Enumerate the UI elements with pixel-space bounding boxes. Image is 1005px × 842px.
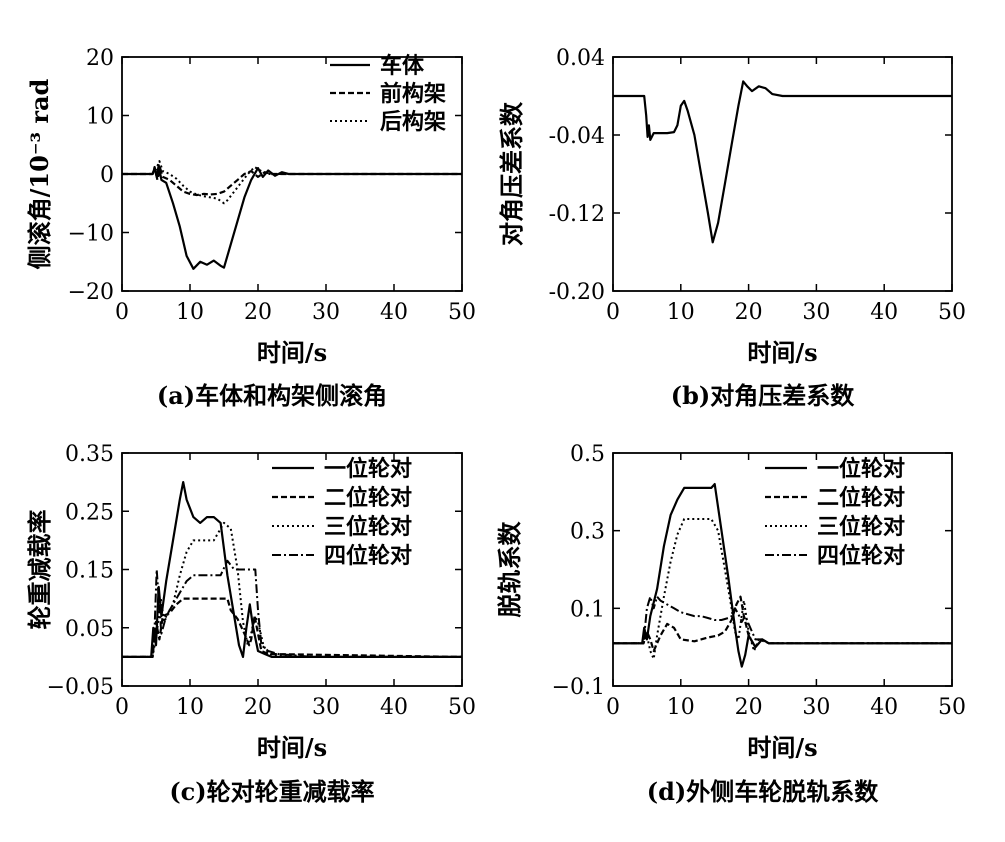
x-tick-label: 10 [176,695,204,720]
x-tick-label: 30 [312,695,340,720]
y-tick-label: -0.20 [549,280,605,305]
plot-frame [612,56,953,292]
y-axis-label: 轮重减载率 [25,510,54,630]
x-axis-label: 时间/s [257,733,327,762]
y-tick-label: 0.1 [570,597,605,622]
legend-label: 前构架 [380,81,446,107]
legend-label: 四位轮对 [324,543,412,569]
x-tick-label: 0 [115,695,129,720]
series-line-2 [122,160,462,205]
chart-panel-2: 0 10 20 30 40 50 −0.05 0.05 0.15 0.25 0.35 一位轮对二位轮对… [25,442,476,806]
plot-frame [612,452,953,687]
x-tick-label: 20 [244,695,272,720]
series-line-0 [613,483,952,668]
x-tick-label: 40 [380,300,408,325]
x-tick-label: 0 [606,300,620,325]
x-tick-label: 40 [870,695,898,720]
y-tick-label: 0.25 [65,500,114,525]
legend-label: 一位轮对 [324,456,412,482]
x-tick-label: 30 [312,300,340,325]
legend-label: 三位轮对 [817,514,905,540]
legend-label: 二位轮对 [324,485,412,511]
x-tick-label: 50 [938,300,966,325]
x-tick-label: 10 [176,300,204,325]
x-tick-label: 50 [448,300,476,325]
x-tick-label: 10 [667,300,695,325]
legend-label: 二位轮对 [817,485,905,511]
y-tick-label: 0.35 [65,442,114,467]
x-tick-label: 40 [870,300,898,325]
legend-label: 后构架 [380,109,446,135]
series-line-0 [613,80,952,244]
legend-label: 车体 [380,53,425,79]
panel-caption: (c)轮对轮重减载率 [169,777,374,806]
x-axis-label: 时间/s [257,338,327,367]
y-tick-label: 10 [86,105,114,130]
y-tick-label: 0.15 [65,559,114,584]
series-line-2 [613,518,952,660]
y-tick-label: −20 [68,280,114,305]
x-tick-label: 0 [115,300,129,325]
series-line-1 [122,165,462,197]
panel-caption: (b)对角压差系数 [671,381,855,410]
series-line-3 [613,595,952,645]
x-tick-label: 30 [802,695,830,720]
x-tick-label: 50 [938,695,966,720]
x-tick-label: 10 [667,695,695,720]
y-tick-label: 0 [100,163,114,188]
series-line-1 [122,597,463,658]
x-tick-label: 50 [448,695,476,720]
x-tick-label: 20 [244,300,272,325]
series-line-0 [122,481,462,658]
legend-label: 四位轮对 [817,543,905,569]
y-axis-label: 对角压差系数 [497,101,526,246]
x-axis-label: 时间/s [747,338,817,367]
y-tick-label: 20 [86,46,114,71]
y-tick-label: 0.3 [570,520,605,545]
panel-caption: (d)外侧车轮脱轨系数 [647,777,879,806]
y-tick-label: 0.5 [570,442,605,467]
x-tick-label: 30 [802,300,830,325]
series-line-1 [613,595,952,653]
y-axis-label: 脱轨系数 [495,521,524,618]
legend-label: 三位轮对 [324,514,412,540]
y-tick-label: 0.05 [65,617,114,642]
x-tick-label: 40 [380,695,408,720]
series-line-0 [122,164,462,270]
panel-caption: (a)车体和构架侧滚角 [157,381,387,410]
y-tick-label: −10 [68,222,114,247]
y-tick-label: -0.04 [549,124,605,149]
chart-panel-1: 0 10 20 30 40 50 -0.20 -0.12 -0.04 0.04 时间/s 对角压差系数… [497,46,966,410]
x-tick-label: 20 [735,300,763,325]
chart-panel-3: 0 10 20 30 40 50 −0.1 0.1 0.3 0.5 一位轮对二位轮对三位轮对四位轮对… [495,442,966,806]
x-tick-label: 0 [606,695,620,720]
y-tick-label: -0.12 [549,202,605,227]
y-tick-label: −0.1 [552,675,605,700]
x-tick-label: 20 [735,695,763,720]
y-tick-label: −0.05 [47,675,114,700]
x-axis-label: 时间/s [747,733,817,762]
y-tick-label: 0.04 [556,46,605,71]
legend-label: 一位轮对 [817,456,905,482]
y-axis-label: 侧滚角/10⁻³ rad [25,78,54,269]
